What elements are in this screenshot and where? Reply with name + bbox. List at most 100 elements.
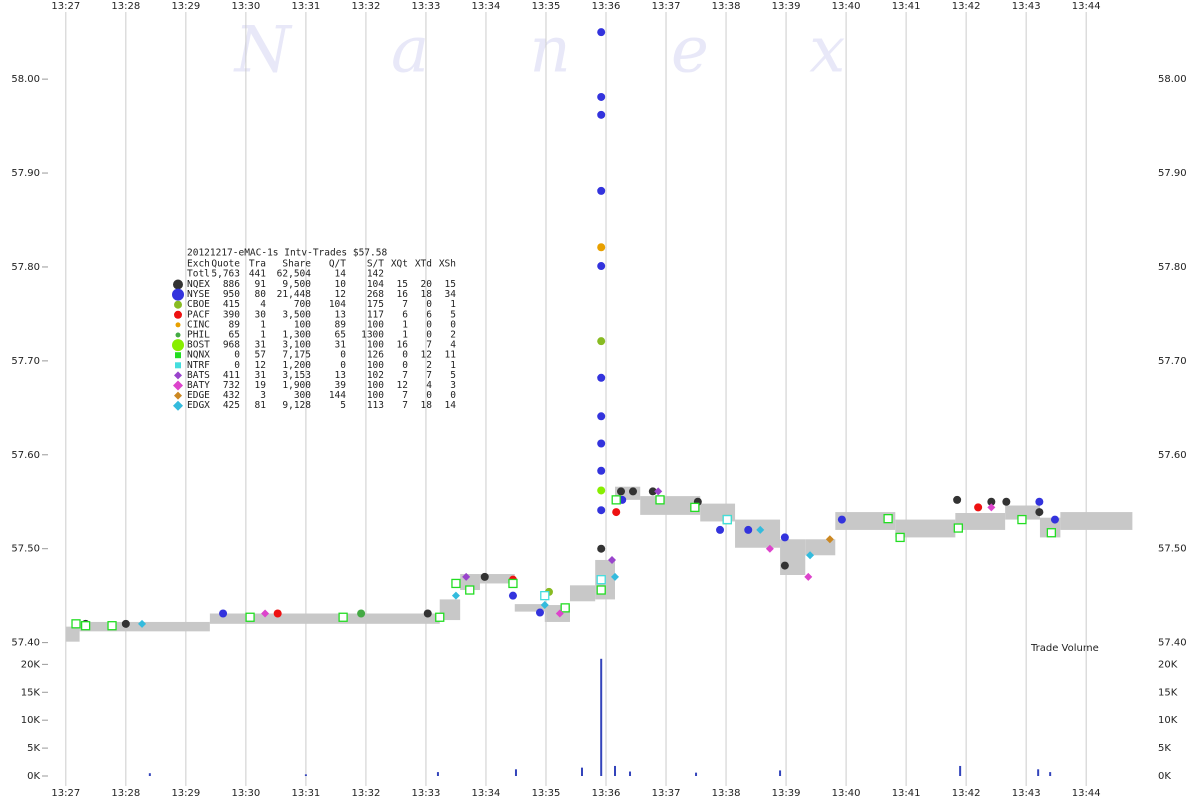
legend-stat: 100 bbox=[367, 340, 384, 351]
legend-total: 441 bbox=[249, 269, 266, 280]
legend-stat: 6 bbox=[426, 309, 432, 320]
marker bbox=[245, 612, 255, 622]
marker bbox=[423, 609, 432, 618]
legend-stat: 7 bbox=[426, 370, 432, 381]
legend-header: XTd bbox=[415, 259, 432, 270]
nbbo-band bbox=[569, 585, 596, 602]
legend-stat: 7 bbox=[426, 340, 432, 351]
marker bbox=[597, 506, 606, 515]
legend-stat: 9,500 bbox=[282, 279, 311, 290]
marker bbox=[174, 391, 182, 400]
legend-stat: 5 bbox=[450, 370, 456, 381]
legend-stat: 4 bbox=[426, 380, 432, 391]
marker bbox=[953, 495, 962, 504]
legend-stat: 886 bbox=[223, 279, 240, 290]
y-tick-label: 15K bbox=[21, 687, 41, 698]
legend-header: Q/T bbox=[329, 259, 346, 270]
nbbo-band bbox=[640, 496, 701, 515]
marker bbox=[596, 575, 606, 585]
y-tick-label: 57.90 bbox=[11, 168, 40, 179]
marker bbox=[974, 503, 983, 512]
x-tick-label: 13:27 bbox=[51, 788, 80, 799]
x-tick-label: 13:39 bbox=[772, 788, 801, 799]
marker bbox=[953, 523, 963, 533]
legend-header: XSh bbox=[439, 259, 456, 270]
x-tick-label: 13:37 bbox=[652, 1, 681, 12]
legend-stat: 104 bbox=[367, 279, 384, 290]
legend-header: Share bbox=[282, 259, 311, 270]
legend-stat: 20 bbox=[421, 279, 433, 290]
volume-bar bbox=[1049, 772, 1052, 776]
marker bbox=[612, 508, 621, 517]
legend-stat: 12 bbox=[421, 350, 432, 361]
x-tick-label: 13:38 bbox=[712, 788, 741, 799]
y-tick-label: 15K bbox=[1158, 687, 1178, 698]
y-tick-label: 20K bbox=[1158, 659, 1178, 670]
legend-stat: 65 bbox=[335, 330, 346, 341]
legend-stat: 4 bbox=[450, 340, 456, 351]
volume-title: Trade Volume bbox=[1030, 643, 1099, 654]
legend-stat: 80 bbox=[255, 289, 267, 300]
legend-stat: 12 bbox=[255, 360, 266, 371]
y-tick-label: 57.50 bbox=[1158, 544, 1187, 555]
legend-stat: 0 bbox=[426, 390, 432, 401]
legend-stat: 1,200 bbox=[282, 360, 311, 371]
legend-stat: 19 bbox=[255, 380, 267, 391]
legend-stat: 1,300 bbox=[282, 330, 311, 341]
marker bbox=[560, 603, 570, 613]
y-tick-label: 57.90 bbox=[1158, 168, 1187, 179]
legend-stat: 415 bbox=[223, 299, 240, 310]
x-tick-label: 13:35 bbox=[532, 788, 561, 799]
marker bbox=[540, 601, 549, 610]
legend-name: BATY bbox=[187, 380, 210, 391]
legend-stat: 0 bbox=[426, 330, 432, 341]
nbbo-band bbox=[955, 513, 1006, 530]
marker bbox=[780, 561, 789, 570]
x-tick-label: 13:38 bbox=[712, 1, 741, 12]
legend-stat: 15 bbox=[445, 279, 456, 290]
legend-stat: 3,153 bbox=[282, 370, 311, 381]
legend-stat: 31 bbox=[255, 340, 267, 351]
volume-bar bbox=[695, 772, 698, 776]
legend-stat: 113 bbox=[367, 400, 384, 411]
legend-stat: 12 bbox=[335, 289, 346, 300]
legend-name: PHIL bbox=[187, 330, 210, 341]
marker bbox=[597, 262, 606, 271]
x-tick-label: 13:34 bbox=[472, 1, 501, 12]
x-tick-label: 13:42 bbox=[952, 1, 981, 12]
x-tick-label: 13:30 bbox=[231, 788, 260, 799]
marker bbox=[173, 400, 183, 411]
legend-header: Exch bbox=[187, 259, 210, 270]
x-tick-label: 13:44 bbox=[1072, 1, 1101, 12]
marker bbox=[597, 28, 606, 37]
legend-stat: 13 bbox=[335, 370, 346, 381]
y-tick-label: 0K bbox=[27, 771, 40, 782]
marker bbox=[80, 621, 91, 631]
marker bbox=[173, 279, 183, 290]
legend-name: BATS bbox=[187, 370, 210, 381]
marker bbox=[744, 525, 753, 534]
marker bbox=[611, 572, 620, 581]
volume-bar bbox=[148, 773, 151, 776]
marker bbox=[597, 439, 606, 448]
x-tick-label: 13:31 bbox=[291, 1, 320, 12]
marker bbox=[825, 535, 834, 544]
legend-stat: 117 bbox=[367, 309, 384, 320]
marker bbox=[535, 608, 544, 617]
marker bbox=[1046, 528, 1057, 538]
legend-header: Tra bbox=[249, 259, 266, 270]
legend-stat: 5 bbox=[340, 400, 346, 411]
y-tick-label: 58.00 bbox=[1158, 74, 1187, 85]
x-tick-label: 13:43 bbox=[1012, 788, 1041, 799]
nbbo-band bbox=[805, 539, 836, 556]
marker bbox=[597, 373, 606, 382]
legend-stat: 268 bbox=[367, 289, 384, 300]
legend-stat: 14 bbox=[445, 400, 457, 411]
volume-bar bbox=[629, 771, 632, 776]
x-tick-label: 13:33 bbox=[412, 788, 441, 799]
marker bbox=[1035, 508, 1044, 517]
marker bbox=[611, 495, 621, 505]
x-tick-label: 13:27 bbox=[51, 1, 80, 12]
x-tick-label: 13:34 bbox=[472, 788, 501, 799]
marker bbox=[338, 612, 348, 622]
